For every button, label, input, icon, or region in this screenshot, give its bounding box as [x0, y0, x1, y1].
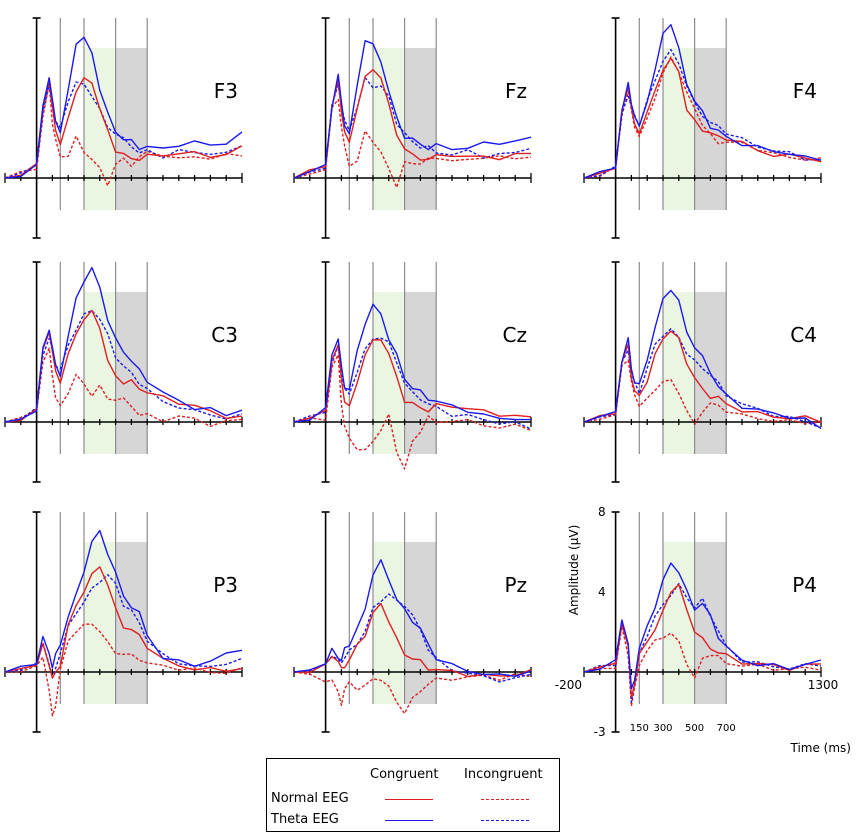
- legend-row-normal: Normal EEG: [271, 791, 349, 806]
- series-normal-incongruent: [4, 83, 243, 187]
- panel-label: Fz: [505, 79, 527, 103]
- series-normal-incongruent: [293, 98, 532, 189]
- panel-label: C3: [211, 323, 238, 347]
- series-theta-congruent: [4, 36, 243, 179]
- y-tick-label: 8: [598, 505, 606, 519]
- x-tick-label: -200: [555, 678, 582, 692]
- legend-row-theta: Theta EEG: [271, 812, 339, 827]
- series-theta-congruent: [293, 303, 532, 423]
- legend-theta-incongruent-line: [481, 820, 529, 821]
- panel-fz: Fz: [293, 17, 532, 239]
- series-theta-congruent: [583, 289, 822, 429]
- panel-label: Cz: [503, 323, 527, 347]
- x-tick-label: 500: [685, 723, 704, 734]
- series-theta-congruent: [4, 266, 243, 423]
- panel-label: Pz: [504, 573, 527, 597]
- y-tick-label: 4: [598, 585, 606, 599]
- green-window: [373, 48, 405, 210]
- panel-p3: P3: [4, 511, 243, 733]
- legend-col-incongruent: Incongruent: [464, 767, 543, 782]
- x-axis-title: Time (ms): [790, 741, 852, 755]
- x-tick-label: 150: [630, 723, 649, 734]
- grey-window: [404, 292, 437, 454]
- grey-window: [694, 542, 727, 704]
- green-window: [84, 292, 116, 454]
- legend-normal-incongruent-line: [481, 799, 529, 800]
- series-theta-congruent: [583, 562, 822, 690]
- series-theta-congruent: [293, 559, 532, 677]
- series-theta-congruent: [583, 24, 822, 179]
- panel-c3: C3: [4, 261, 243, 483]
- panel-c4: C4: [583, 261, 822, 483]
- series-theta-incongruent: [583, 48, 822, 179]
- series-normal-congruent: [4, 566, 243, 679]
- series-normal-incongruent: [293, 671, 532, 715]
- legend: Congruent Incongruent Normal EEG Theta E…: [266, 758, 560, 832]
- panel-label: P4: [792, 573, 817, 597]
- panel-cz: Cz: [293, 261, 532, 483]
- green-window: [373, 292, 405, 454]
- green-window: [663, 542, 695, 704]
- series-normal-incongruent: [583, 359, 822, 425]
- panel-label: P3: [213, 573, 238, 597]
- series-normal-incongruent: [4, 347, 243, 428]
- panel-label: F3: [214, 79, 238, 103]
- legend-theta-congruent-line: [385, 820, 433, 821]
- grey-window: [404, 48, 437, 210]
- series-normal-congruent: [293, 602, 532, 678]
- legend-col-congruent: Congruent: [370, 767, 439, 782]
- y-tick-label: -3: [594, 725, 606, 739]
- legend-normal-congruent-line: [385, 799, 433, 800]
- green-window: [84, 48, 116, 210]
- series-theta-congruent: [4, 529, 243, 673]
- y-axis-title: Amplitude (µV): [567, 525, 581, 616]
- panel-label: F4: [793, 79, 817, 103]
- series-theta-incongruent: [293, 593, 532, 683]
- grey-window: [115, 48, 148, 210]
- series-theta-congruent: [293, 40, 532, 179]
- panel-pz: Pz: [293, 511, 532, 733]
- panel-f4: F4: [583, 17, 822, 239]
- panel-p4: P4 8 4 -3 -200 150 300 500 700 1300 Amplitude (µV)…: [555, 505, 851, 755]
- series-theta-incongruent: [4, 310, 243, 423]
- x-tick-label: 300: [653, 723, 672, 734]
- panel-label: C4: [790, 323, 817, 347]
- series-normal-incongruent: [583, 56, 822, 179]
- panel-f3: F3: [4, 17, 243, 239]
- green-window: [663, 292, 695, 454]
- x-tick-label: 1300: [808, 678, 839, 692]
- grey-window: [404, 542, 437, 704]
- green-window: [84, 542, 116, 704]
- x-tick-label: 700: [717, 723, 736, 734]
- series-normal-incongruent: [4, 623, 243, 717]
